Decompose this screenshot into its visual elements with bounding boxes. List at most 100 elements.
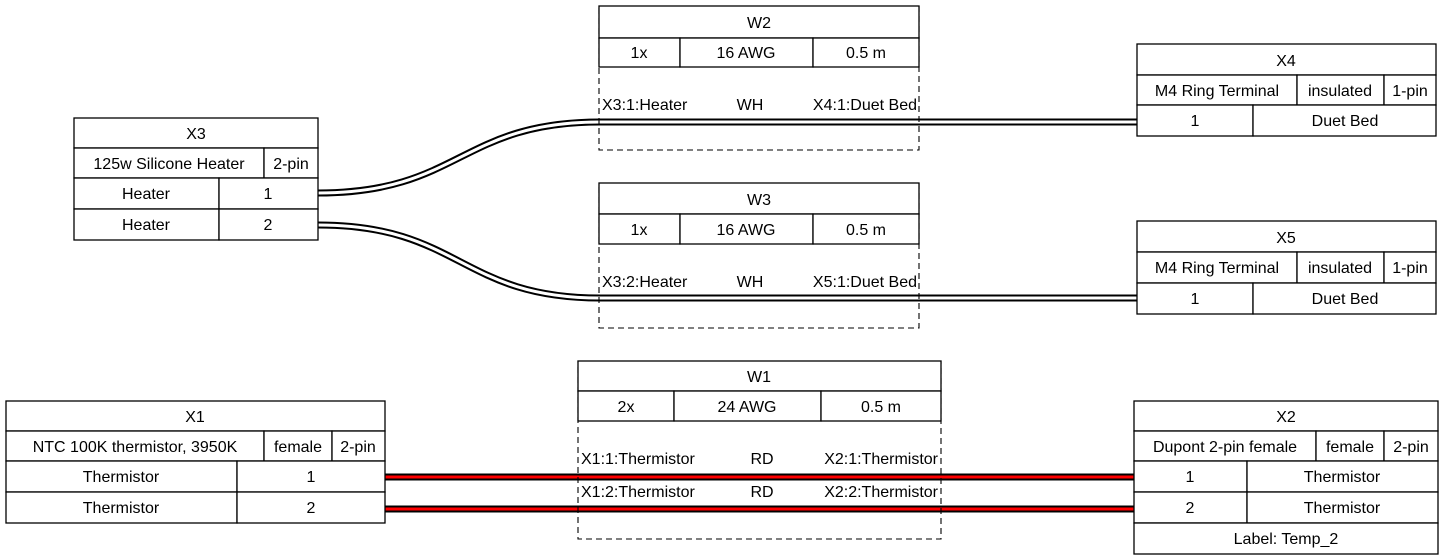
connector-x2-name: X2 xyxy=(1276,409,1296,426)
cable-w3-count-cell xyxy=(598,213,681,245)
connector-x2-pincount: 2-pin xyxy=(1393,439,1429,456)
cable-w3-name: W3 xyxy=(747,192,771,209)
connector-x5-pin1-label: Duet Bed xyxy=(1312,291,1379,308)
cable-w3-title-cell xyxy=(598,182,920,215)
cable-w1-length-cell xyxy=(820,390,942,422)
cable-w1-wire2-to: X2:2:Thermistor xyxy=(824,484,938,501)
connector-x1-pin2-num-cell xyxy=(236,491,386,524)
cable-w2-count-cell xyxy=(598,37,681,68)
connector-x2-pin2-label: Thermistor xyxy=(1304,500,1381,517)
connector-x3-pin2-num: 2 xyxy=(264,217,273,234)
connector-x2-gender-cell xyxy=(1315,430,1385,462)
connector-x1-pin1-label: Thermistor xyxy=(83,469,160,486)
cable-w3-wire-color: WH xyxy=(737,274,764,291)
connector-x5-name: X5 xyxy=(1276,230,1296,247)
connector-x1-title-cell xyxy=(5,400,386,432)
connector-x4-pincount-cell xyxy=(1383,74,1437,106)
cable-w1-wire1-color: RD xyxy=(750,451,773,468)
connector-x4-pin1-label-cell xyxy=(1252,104,1437,137)
connector-x3-pin1-num-cell xyxy=(218,177,319,210)
connector-x1-pincount: 2-pin xyxy=(340,439,376,456)
cable-w1-count: 2x xyxy=(618,399,635,416)
cable-w3-gauge: 16 AWG xyxy=(717,222,776,239)
cable-w3: W3 1x 16 AWG 0.5 m X3:2:Heater WH X5:1:D… xyxy=(598,182,920,329)
connector-x3-pincount: 2-pin xyxy=(273,156,309,173)
connector-x1-type-cell xyxy=(5,430,265,462)
cable-w1: W1 2x 24 AWG 0.5 m X1:1:Thermistor RD X2… xyxy=(577,360,942,540)
connector-x5-insulation: insulated xyxy=(1308,260,1372,277)
connector-x2-pin2-num-cell xyxy=(1133,491,1248,524)
cable-w2-count: 1x xyxy=(631,45,648,62)
connector-x2-pin1-label: Thermistor xyxy=(1304,469,1381,486)
cable-w2: W2 1x 16 AWG 0.5 m X3:1:Heater WH X4:1:D… xyxy=(598,5,920,151)
connector-x1-pin2-label-cell xyxy=(5,491,238,524)
cable-w1-wire2-color: RD xyxy=(750,484,773,501)
cable-w3-gauge-cell xyxy=(679,213,814,245)
connector-x3-pin2-num-cell xyxy=(218,208,319,241)
cable-w3-wire-to: X5:1:Duet Bed xyxy=(813,274,917,291)
connector-x2-title-cell xyxy=(1133,400,1439,432)
connector-x1: X1 NTC 100K thermistor, 3950K female 2-p… xyxy=(5,400,386,524)
connector-x3-type: 125w Silicone Heater xyxy=(93,156,245,173)
connector-x5-pincount: 1-pin xyxy=(1392,260,1428,277)
connector-x2-gender: female xyxy=(1326,439,1374,456)
cable-w3-count: 1x xyxy=(631,222,648,239)
connector-x1-pin2-num: 2 xyxy=(307,500,316,517)
cable-w3-length-cell xyxy=(812,213,920,245)
cable-w3-wire-from: X3:2:Heater xyxy=(602,274,688,291)
connector-x2-pin1-num: 1 xyxy=(1186,469,1195,486)
connector-x1-pin1-num-cell xyxy=(236,460,386,493)
connector-x1-type: NTC 100K thermistor, 3950K xyxy=(33,439,238,456)
connector-x2-pin1-num-cell xyxy=(1133,460,1248,493)
cable-w1-wire1-to: X2:1:Thermistor xyxy=(824,451,938,468)
connector-x4-type: M4 Ring Terminal xyxy=(1155,83,1279,100)
connector-x2-pin2-label-cell xyxy=(1246,491,1439,524)
connector-x3-pin1-num: 1 xyxy=(264,186,273,203)
connector-x1-pin2-label: Thermistor xyxy=(83,500,160,517)
wire-x3-2-to-x5 xyxy=(317,221,1137,302)
connector-x3-pincount-cell xyxy=(263,147,319,179)
cable-w1-gauge: 24 AWG xyxy=(718,399,777,416)
cable-w2-wire-color: WH xyxy=(737,97,764,114)
cable-w1-wire1-from: X1:1:Thermistor xyxy=(581,451,695,468)
connector-x4-pin1-label: Duet Bed xyxy=(1312,113,1379,130)
connector-x3-pin1-label: Heater xyxy=(122,186,171,203)
cable-w1-count-cell xyxy=(577,390,675,422)
connector-x5-pin1-label-cell xyxy=(1252,282,1437,315)
wire-x3-1-to-x4 xyxy=(317,118,1137,197)
connector-x4-pin1-num: 1 xyxy=(1191,113,1200,130)
connector-x3-pin2-label: Heater xyxy=(122,217,171,234)
connector-x1-pin1-num: 1 xyxy=(307,469,316,486)
cable-w1-name: W1 xyxy=(747,369,771,386)
cable-w2-name: W2 xyxy=(747,15,771,32)
connector-x5-pin1-num-cell xyxy=(1136,282,1254,315)
cable-w1-wire2-from: X1:2:Thermistor xyxy=(581,484,695,501)
connector-x3-pin2-label-cell xyxy=(73,208,220,241)
cable-w1-length: 0.5 m xyxy=(861,399,901,416)
cable-w3-length: 0.5 m xyxy=(846,222,886,239)
connector-x2-footer-label: Label: Temp_2 xyxy=(1234,531,1339,548)
connector-x5-pin1-num: 1 xyxy=(1191,291,1200,308)
connector-x5-type: M4 Ring Terminal xyxy=(1155,260,1279,277)
connector-x2-footer-cell xyxy=(1133,522,1439,555)
connector-x2: X2 Dupont 2-pin female female 2-pin 1 Th… xyxy=(1133,400,1439,555)
connector-x2-pin2-num: 2 xyxy=(1186,500,1195,517)
cable-w2-wire-from: X3:1:Heater xyxy=(602,97,688,114)
connector-x2-type: Dupont 2-pin female xyxy=(1153,439,1297,456)
connector-x3: X3 125w Silicone Heater 2-pin Heater 1 H… xyxy=(73,117,319,241)
connector-x3-name: X3 xyxy=(186,126,206,143)
connector-x4-pincount: 1-pin xyxy=(1392,83,1428,100)
cable-w2-wire-to: X4:1:Duet Bed xyxy=(813,97,917,114)
connector-x4: X4 M4 Ring Terminal insulated 1-pin 1 Du… xyxy=(1136,43,1437,137)
connector-x1-gender: female xyxy=(274,439,322,456)
cable-w2-length-cell xyxy=(812,37,920,68)
connector-x3-title-cell xyxy=(73,117,319,149)
connector-x4-insulation: insulated xyxy=(1308,83,1372,100)
connector-x3-pin1-label-cell xyxy=(73,177,220,210)
cable-w2-length: 0.5 m xyxy=(846,45,886,62)
cable-w2-gauge: 16 AWG xyxy=(717,45,776,62)
connector-x4-title-cell xyxy=(1136,43,1437,76)
connector-x5-pincount-cell xyxy=(1383,251,1437,284)
connector-x1-name: X1 xyxy=(185,409,205,426)
